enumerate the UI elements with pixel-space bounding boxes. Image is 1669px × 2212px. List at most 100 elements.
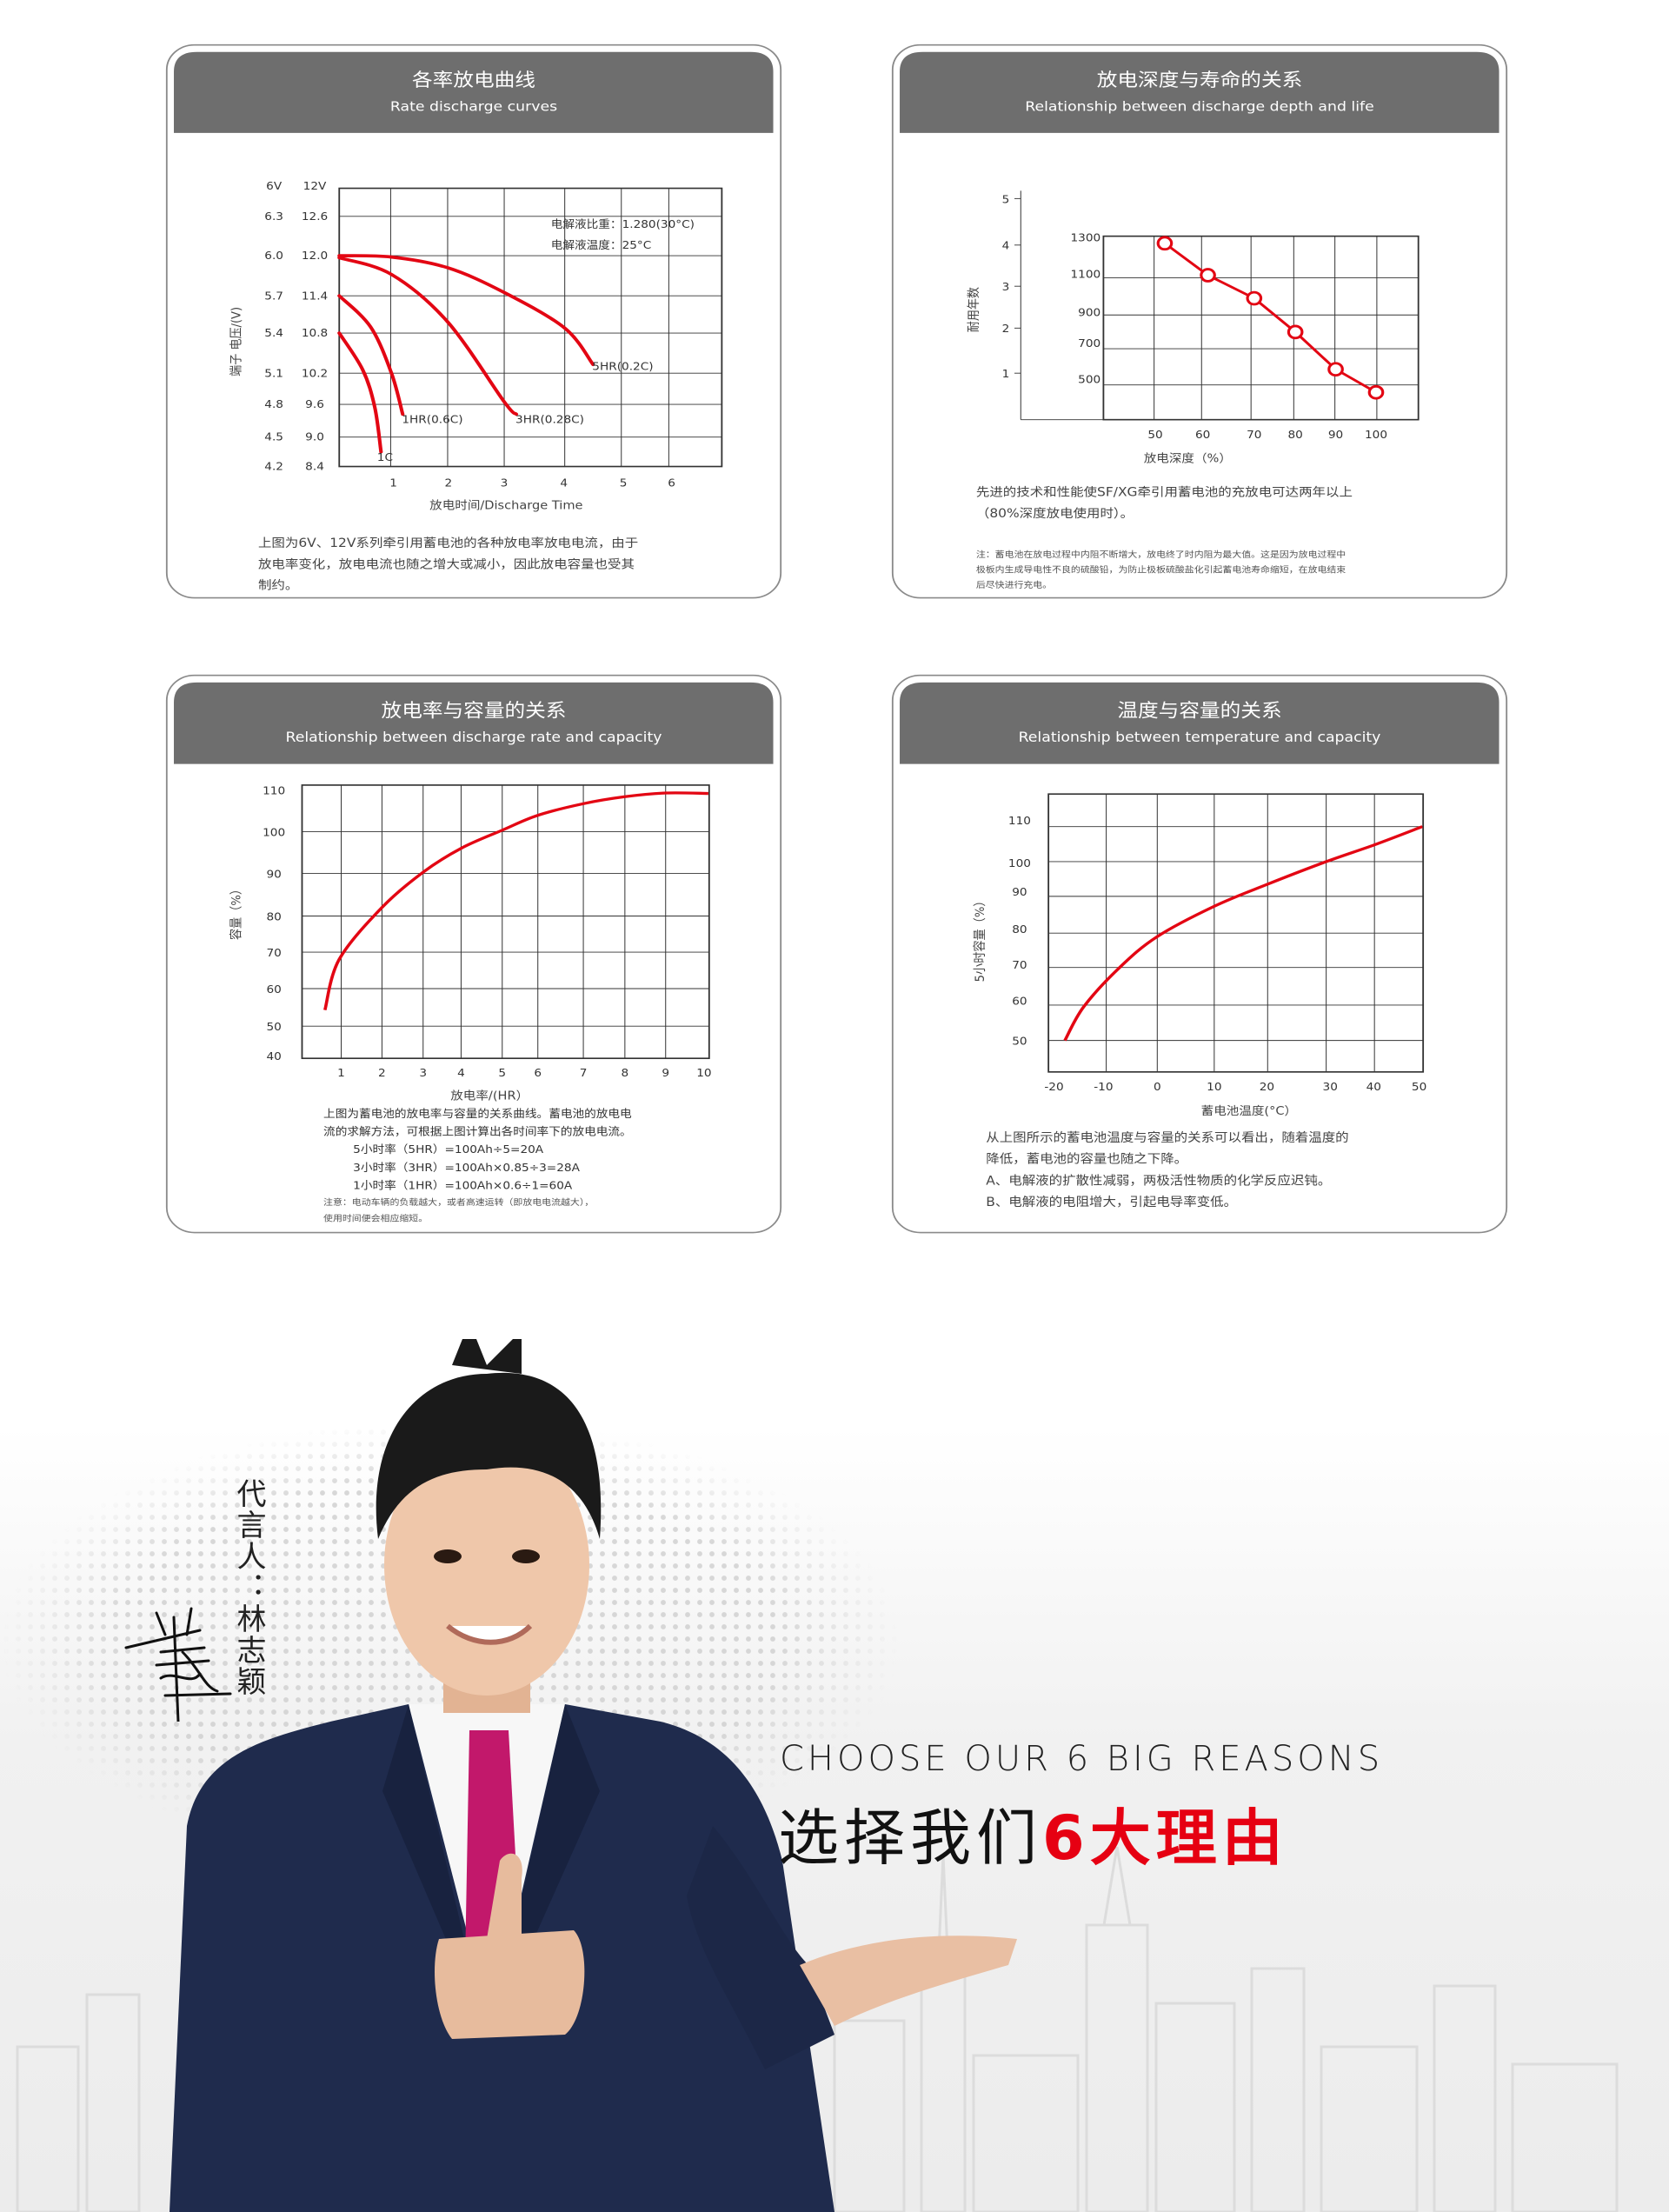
data-point-marker [1287, 324, 1304, 340]
x-tick: 40 [1366, 1082, 1381, 1094]
reasons-heading-highlight: 6大理由 [1042, 1802, 1288, 1874]
y-axis-label: 5小时容量（%） [972, 895, 987, 982]
y-tick-12v: 10.2 [302, 368, 328, 380]
panel-title-cn: 温度与容量的关系 [1117, 700, 1281, 722]
y-tick-6v: 4.8 [264, 399, 283, 411]
y-tick-years: 4 [1002, 240, 1010, 252]
description-line: A、电解液的扩散性减弱，两极活性物质的化学反应迟钝。 [986, 1173, 1331, 1188]
description-line: 流的求解方法，可根据上图计算出各时间率下的放电电流。 [323, 1125, 632, 1138]
description-line: 上图为蓄电池的放电率与容量的关系曲线。蓄电池的放电电 [323, 1108, 632, 1121]
x-tick: 70 [1247, 429, 1261, 441]
y-tick: 110 [1008, 815, 1031, 827]
panel-title-en: Relationship between discharge depth and… [1025, 98, 1373, 114]
x-tick: 30 [1323, 1082, 1338, 1094]
reasons-heading-en: CHOOSE OUR 6 BIG REASONS [780, 1739, 1384, 1779]
description-line: 放电率变化，放电电流也随之增大或减小，因此放电容量也受其 [258, 557, 635, 571]
y-tick: 80 [1012, 923, 1027, 936]
description-line: B、电解液的电阻增大，引起电导率变低。 [986, 1196, 1237, 1209]
x-tick: 6 [534, 1067, 542, 1079]
panel-header [174, 682, 774, 764]
x-tick: -20 [1044, 1082, 1063, 1094]
x-tick: 2 [378, 1067, 386, 1079]
x-tick: 9 [662, 1067, 669, 1079]
y-tick-cycles: 900 [1078, 307, 1100, 319]
x-tick: 50 [1412, 1082, 1426, 1094]
panel-header [900, 51, 1499, 133]
x-tick: 4 [457, 1067, 465, 1079]
y-tick-12v: 12.6 [302, 210, 328, 223]
plot-frame [301, 784, 710, 1060]
y-tick-cycles: 500 [1078, 374, 1100, 386]
panel-border [891, 674, 1508, 1234]
panel-header [900, 682, 1499, 764]
panel-title-cn: 放电率与容量的关系 [382, 700, 567, 722]
y-tick-6v: 5.1 [264, 368, 283, 380]
annotation-electrolyte-density: 电解液比重：1.280(30°C) [551, 218, 695, 231]
y-header-6v: 6V [266, 181, 282, 193]
panel-border [165, 674, 782, 1234]
x-tick: -10 [1094, 1082, 1113, 1094]
description-line: 降低，蓄电池的容量也随之下降。 [986, 1152, 1187, 1166]
panel-border [165, 43, 782, 599]
y-axis-label: 耐用年数 [967, 287, 981, 332]
spokesperson-photo [170, 1339, 1017, 2212]
series-line [337, 256, 519, 416]
y-tick: 90 [1012, 887, 1027, 899]
chart-rate-discharge: 各率放电曲线 Rate discharge curves 6V 12V 6.3 12.6 6… [165, 43, 782, 599]
y-header-12v: 12V [303, 181, 327, 193]
y-tick-12v: 10.8 [302, 328, 328, 340]
panel-title-en: Relationship between discharge rate and … [285, 730, 662, 745]
y-tick-cycles: 1300 [1071, 232, 1101, 244]
y-tick: 100 [1008, 858, 1031, 870]
y-tick-6v: 6.3 [264, 210, 283, 223]
series-line [323, 791, 708, 1011]
formula-line: 1小时率（1HR）=100Ah×0.6÷1=60A [353, 1179, 572, 1192]
formula-line: 3小时率（3HR）=100Ah×0.85÷3=28A [353, 1161, 580, 1174]
panel-title-en: Rate discharge curves [390, 98, 557, 114]
panel-header [174, 51, 774, 133]
y-tick: 50 [1012, 1036, 1027, 1048]
y-tick-12v: 8.4 [305, 461, 324, 473]
plot-frame [338, 187, 723, 468]
plot-frame [1047, 793, 1425, 1073]
x-tick: 3 [501, 477, 509, 490]
y-tick-6v: 4.2 [264, 461, 283, 473]
y-tick-years: 1 [1002, 369, 1010, 381]
panel-temperature-capacity: 温度与容量的关系 Relationship between temperature… [891, 674, 1508, 1235]
x-tick: 20 [1260, 1082, 1274, 1094]
panel-rate-discharge: 各率放电曲线 Rate discharge curves 6V 12V 6.3 12.6 6… [165, 43, 782, 600]
x-tick: 50 [1147, 429, 1162, 441]
y-tick-12v: 9.0 [305, 431, 324, 443]
panel-title-en: Relationship between temperature and cap… [1019, 730, 1381, 745]
x-tick: 5 [498, 1067, 506, 1079]
y-tick: 40 [266, 1051, 281, 1063]
y-tick-years: 5 [1002, 194, 1010, 206]
series-label: 1HR(0.6C) [402, 414, 462, 426]
description-line: 制约。 [258, 578, 298, 592]
panel-depth-life: 放电深度与寿命的关系 Relationship between discharge… [891, 43, 1508, 600]
description-line: （80%深度放电使用时）。 [976, 507, 1134, 521]
formula-line: 5小时率（5HR）=100Ah÷5=20A [353, 1143, 543, 1156]
panel-title-cn: 放电深度与寿命的关系 [1097, 70, 1303, 91]
y-tick: 100 [263, 827, 285, 839]
panel-border [891, 43, 1508, 599]
y-tick-cycles: 700 [1078, 338, 1100, 350]
description-line: 先进的技术和性能使SF/XG牵引用蓄电池的充放电可达两年以上 [976, 485, 1353, 499]
series-line [1063, 825, 1423, 1042]
description-line: 上图为6V、12V系列牵引用蓄电池的各种放电率放电电流，由于 [258, 536, 638, 550]
x-axis-label: 蓄电池温度(°C） [1201, 1104, 1297, 1117]
y-tick: 70 [266, 948, 281, 960]
data-point-marker [1156, 236, 1174, 251]
x-tick: 90 [1328, 429, 1343, 441]
note-line: 使用时间便会相应缩短。 [323, 1213, 428, 1223]
reasons-heading-plain: 选择我们 [778, 1802, 1042, 1874]
y-axis-label: 端子 电压/(V) [229, 307, 244, 376]
series-line [337, 254, 595, 367]
panel-rate-capacity: 放电率与容量的关系 Relationship between discharge … [165, 674, 782, 1235]
chart-temperature-capacity: 温度与容量的关系 Relationship between temperature… [891, 674, 1508, 1234]
annotation-electrolyte-temp: 电解液温度：25°C [551, 239, 652, 252]
x-tick: 0 [1154, 1082, 1161, 1094]
x-tick: 80 [1287, 429, 1302, 441]
y-tick: 60 [1012, 996, 1027, 1008]
y-tick: 70 [1012, 960, 1027, 972]
